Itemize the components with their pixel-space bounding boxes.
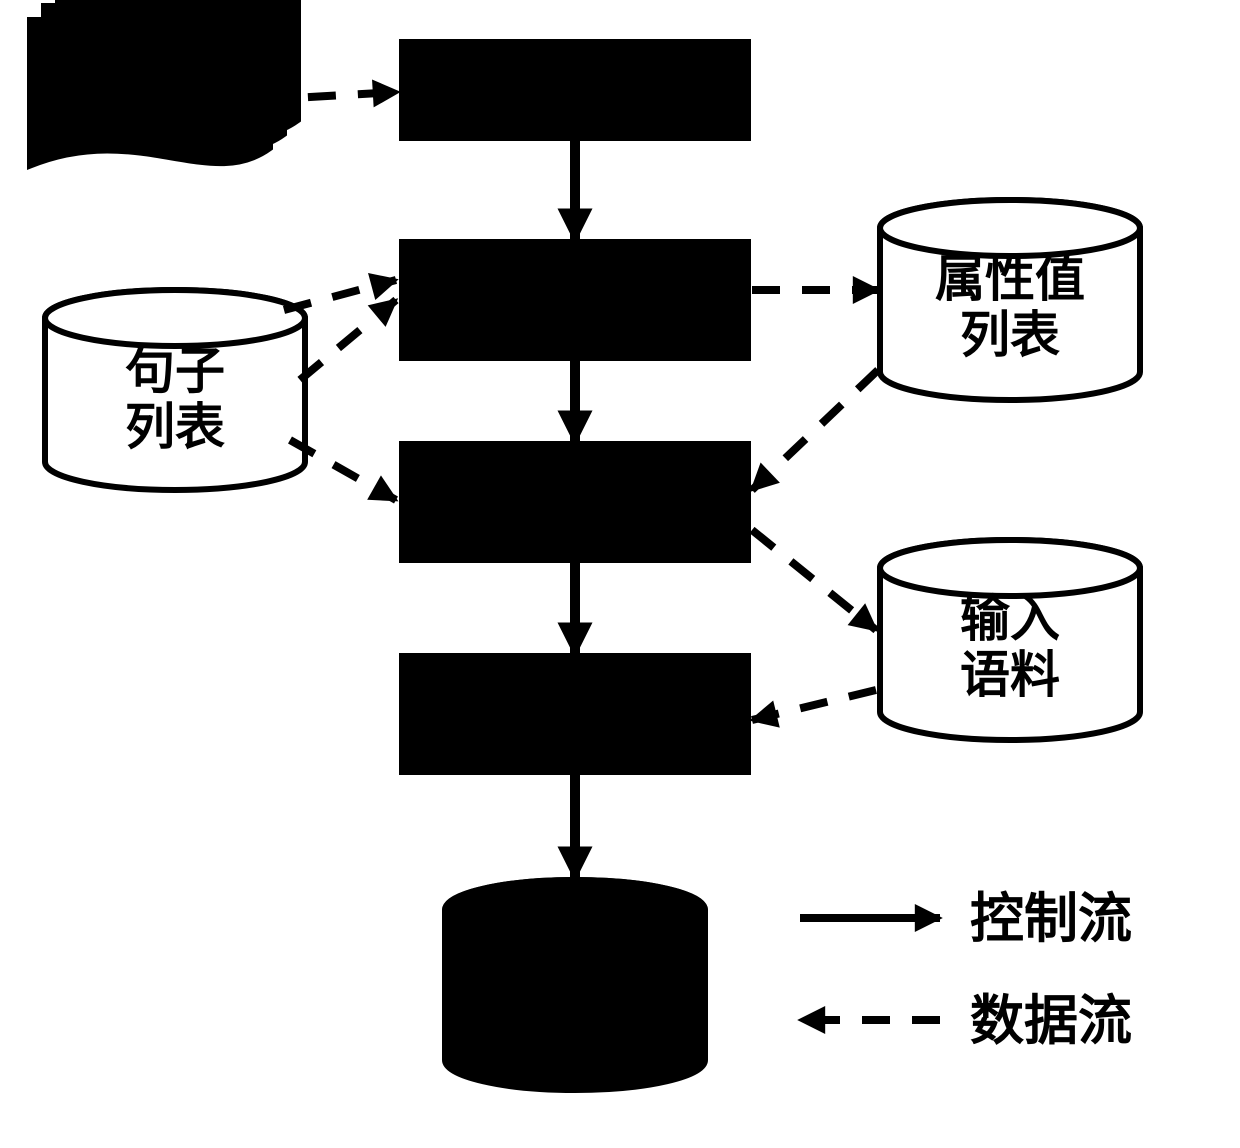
process-box bbox=[400, 442, 750, 562]
cylinder-label: 语料 bbox=[960, 647, 1060, 703]
process-box bbox=[400, 40, 750, 140]
legend-label: 控制流 bbox=[970, 889, 1132, 949]
cylinder-output_db bbox=[445, 880, 705, 1090]
data-flow-arrow bbox=[752, 530, 876, 630]
cylinder-sentence_list: 句子列表 bbox=[45, 290, 305, 490]
document-icon bbox=[30, 20, 270, 166]
cylinder-label: 列表 bbox=[125, 399, 225, 455]
data-flow-arrow bbox=[300, 300, 396, 380]
process-box bbox=[400, 654, 750, 774]
legend-label: 数据流 bbox=[970, 991, 1132, 1051]
cylinder-label: 列表 bbox=[960, 307, 1060, 363]
data-flow-arrow bbox=[752, 370, 878, 490]
cylinder-label: 输入 bbox=[960, 591, 1060, 647]
cylinder-attr_value_list: 属性值列表 bbox=[880, 200, 1140, 400]
data-flow-arrow bbox=[290, 440, 396, 500]
data-flow-arrow bbox=[284, 280, 396, 310]
cylinder-label: 属性值 bbox=[935, 251, 1085, 307]
data-flow-arrow bbox=[752, 690, 876, 720]
cylinder-label: 句子 bbox=[125, 343, 225, 399]
cylinder-input_corpus: 输入语料 bbox=[880, 540, 1140, 740]
process-box bbox=[400, 240, 750, 360]
